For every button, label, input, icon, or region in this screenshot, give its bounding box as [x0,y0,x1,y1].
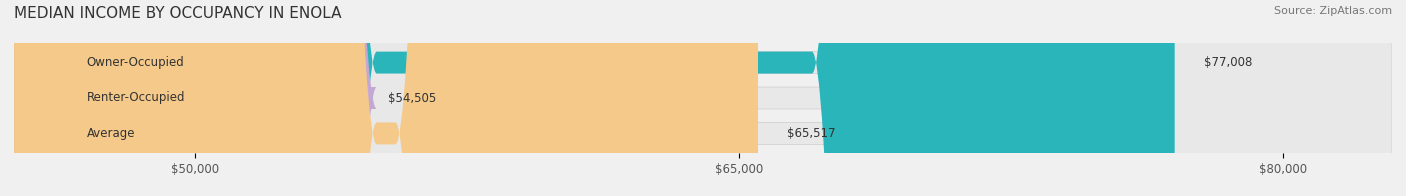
Text: Average: Average [87,127,135,140]
FancyBboxPatch shape [14,0,1174,196]
FancyBboxPatch shape [0,0,377,196]
Text: $54,505: $54,505 [388,92,436,104]
Text: Source: ZipAtlas.com: Source: ZipAtlas.com [1274,6,1392,16]
FancyBboxPatch shape [14,0,758,196]
FancyBboxPatch shape [14,0,1392,196]
Text: Renter-Occupied: Renter-Occupied [87,92,186,104]
Text: $77,008: $77,008 [1204,56,1253,69]
FancyBboxPatch shape [14,0,1392,196]
Text: $65,517: $65,517 [787,127,835,140]
FancyBboxPatch shape [14,0,1392,196]
Text: Owner-Occupied: Owner-Occupied [87,56,184,69]
Text: MEDIAN INCOME BY OCCUPANCY IN ENOLA: MEDIAN INCOME BY OCCUPANCY IN ENOLA [14,6,342,21]
